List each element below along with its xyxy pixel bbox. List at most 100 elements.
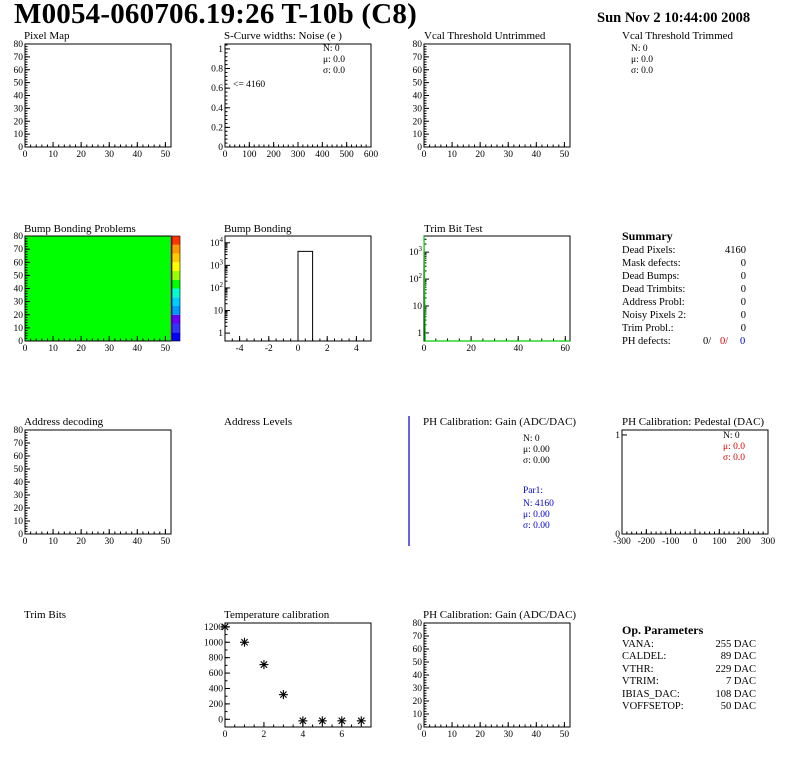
temperature-point	[298, 716, 308, 726]
summary-row-value: 0	[740, 258, 746, 269]
op-param-value: 50 DAC	[720, 701, 756, 712]
temperature-ytick-label: 800	[209, 654, 224, 664]
bump-problems-ytick-label: 70	[14, 245, 24, 255]
trim-bits-title: Trim Bits	[24, 609, 67, 621]
bump-problems-palette-cell	[172, 314, 180, 324]
temperature-point	[317, 716, 327, 726]
ph-gain2-ytick-label: 70	[413, 632, 423, 642]
temperature-point-stroke	[260, 661, 268, 669]
vcal-untrimmed-ytick-label: 40	[413, 92, 423, 102]
address-decoding-ytick-label: 80	[14, 426, 24, 436]
bump-problems-ytick-label: 10	[14, 324, 24, 334]
bump-problems-ytick-label: 0	[18, 337, 23, 347]
ph-defects-label: PH defects:	[622, 336, 671, 347]
vcal-untrimmed-xtick-label: 20	[475, 150, 485, 160]
pixel-map-ytick-label: 40	[14, 92, 24, 102]
temperature-point-stroke	[240, 638, 249, 646]
temperature-ytick-label: 200	[209, 700, 224, 710]
bump-bonding-xtick-label: -2	[265, 344, 273, 354]
temperature-title: Temperature calibration	[224, 609, 330, 621]
ph-gain2-xtick-label: 30	[503, 730, 513, 740]
bump-bonding-xtick-label: 4	[354, 344, 359, 354]
bump-bonding-ytick-label: 104	[210, 236, 224, 249]
ph-pedestal-xtick-label: 200	[737, 537, 752, 547]
bump-problems-ytick-label: 60	[14, 258, 24, 268]
op-param-value: 89 DAC	[720, 651, 756, 663]
bump-problems-palette-cell	[172, 244, 180, 254]
address-decoding-xtick-label: 0	[23, 537, 28, 547]
summary-row-label: Mask defects:	[622, 258, 681, 269]
scurve-stat-sigma: σ: 0.0	[323, 66, 346, 76]
summary-row-label: Address Probl:	[622, 297, 685, 308]
ph-pedestal-xtick-label: 300	[761, 537, 776, 547]
trim-bit-test-xtick-label: 0	[422, 344, 427, 354]
op-param-label: IBIAS_DAC:	[622, 688, 680, 700]
scurve-stat-n: N: 0	[323, 44, 340, 54]
address-decoding-xtick-label: 10	[48, 537, 58, 547]
bump-problems-ytick-label: 80	[14, 232, 24, 242]
pixel-map-ytick-label: 0	[18, 143, 23, 153]
vcal-trimmed-title: Vcal Threshold Trimmed	[622, 30, 734, 42]
trim-bit-test-ytick-label: 103	[409, 245, 423, 258]
ph-gain2-ytick-label: 50	[413, 658, 423, 668]
temperature-point	[220, 622, 230, 632]
temperature-point	[278, 690, 288, 700]
bump-problems-palette-cell	[172, 332, 180, 341]
vcal-untrimmed-xtick-label: 40	[532, 150, 542, 160]
summary-row-value: 0	[740, 284, 746, 295]
scurve-stat-mu: μ: 0.0	[323, 55, 345, 65]
temperature-point-stroke	[221, 623, 229, 631]
bump-problems-palette-cell	[172, 323, 180, 333]
vcal-untrimmed-title: Vcal Threshold Untrimmed	[424, 30, 546, 42]
ph-gain2-ytick-label: 0	[417, 723, 422, 733]
scurve-title: S-Curve widths: Noise (e )	[224, 30, 342, 42]
scurve-ytick-label: 0.6	[211, 84, 223, 94]
summary-row-value: 0	[740, 310, 746, 321]
bump-bonding-bar	[297, 250, 314, 342]
address-levels-title: Address Levels	[224, 416, 293, 428]
vcal-untrimmed-ytick-label: 60	[413, 66, 423, 76]
vcal-trimmed-stat-n: N: 0	[631, 44, 648, 54]
op-params-title: Op. Parameters	[622, 623, 704, 637]
ph-gain2-ytick-label: 20	[413, 697, 423, 707]
vcal-untrimmed-xtick-label: 30	[503, 150, 513, 160]
temperature-point-stroke	[357, 717, 365, 725]
bump-problems-palette-cell	[172, 297, 180, 306]
vcal-untrimmed-ytick-label: 80	[413, 40, 423, 50]
vcal-trimmed-stat-mu: μ: 0.0	[631, 55, 653, 65]
ph-pedestal-ytick-label: 0	[615, 530, 620, 540]
pixel-map-frame	[24, 43, 172, 148]
scurve-xtick-label: 200	[267, 150, 282, 160]
ph-pedestal-xtick-label: 100	[712, 537, 727, 547]
ph-gain2-ytick-label: 10	[413, 710, 423, 720]
bump-bonding-xtick-label: 0	[296, 344, 301, 354]
address-decoding-xtick-label: 30	[104, 537, 114, 547]
ph-pedestal-frame	[621, 429, 769, 535]
pixel-map-ytick-label: 70	[14, 53, 24, 63]
pixel-map-xtick-label: 30	[104, 150, 114, 160]
ph-gain2-ytick-label: 40	[413, 671, 423, 681]
bump-problems-xtick-label: 50	[161, 344, 171, 354]
scurve-ytick-label: 0.4	[211, 104, 223, 114]
op-param-value: 108 DAC	[715, 688, 756, 700]
trim-bit-test-xtick-label: 20	[466, 344, 476, 354]
bump-bonding-xtick-label: 2	[325, 344, 330, 354]
temperature-ytick-label: 600	[209, 669, 224, 679]
temperature-point-stroke	[299, 717, 307, 725]
scurve-xtick-label: 300	[291, 150, 306, 160]
temperature-point-stroke	[318, 717, 326, 725]
pixel-map-xtick-label: 50	[161, 150, 171, 160]
summary-title: Summary	[622, 229, 673, 243]
scurve-xtick-label: 0	[223, 150, 228, 160]
scurve-ytick-label: 0.2	[211, 123, 223, 133]
summary-row-label: Trim Probl.:	[622, 323, 674, 334]
op-param-label: VANA:	[622, 639, 654, 650]
bump-bonding-ytick-label: 10	[214, 307, 224, 317]
temperature-point-stroke	[338, 717, 346, 725]
address-decoding-xtick-label: 40	[133, 537, 143, 547]
timestamp: Sun Nov 2 10:44:00 2008	[597, 10, 751, 26]
ph-gain-stat-sigma: σ: 0.00	[523, 456, 550, 466]
bump-problems-palette-cell	[172, 288, 180, 298]
bump-problems-palette-frame	[171, 235, 181, 342]
ph-defects-value-3: 0	[740, 336, 746, 347]
